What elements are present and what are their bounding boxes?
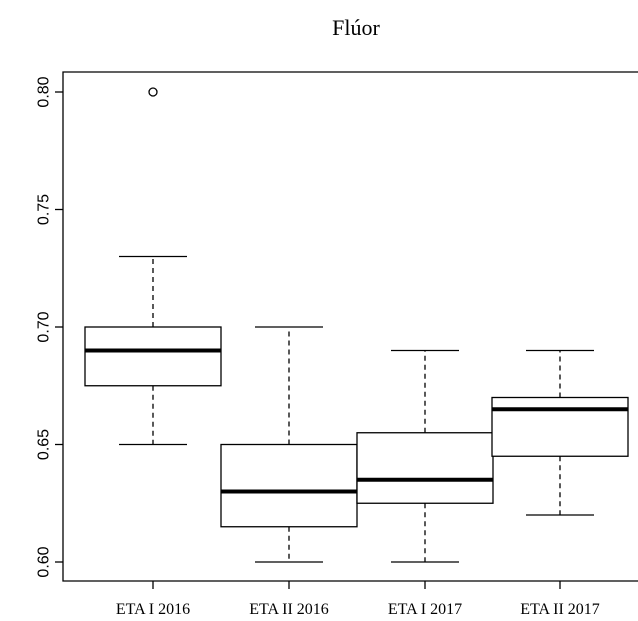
y-tick-label: 0.65 [36, 429, 53, 460]
box-iqr [491, 396, 629, 457]
box-iqr [220, 443, 358, 528]
x-category-label: ETA I 2017 [388, 601, 462, 618]
outlier-point [148, 87, 158, 97]
box-iqr [356, 432, 494, 504]
chart-title: Flúor [332, 15, 380, 40]
plot-area: 0.60 0.65 0.70 0.75 0.80 ETA I 2016 ETA II 201… [36, 71, 638, 618]
x-category-label: ETA II 2016 [249, 601, 329, 618]
box-iqr [84, 326, 222, 387]
y-tick-label: 0.80 [36, 76, 53, 107]
x-category-label: ETA II 2017 [520, 601, 600, 618]
y-tick-label: 0.70 [36, 311, 53, 342]
y-tick-label: 0.60 [36, 546, 53, 577]
x-category-label: ETA I 2016 [116, 601, 190, 618]
y-tick-label: 0.75 [36, 194, 53, 225]
